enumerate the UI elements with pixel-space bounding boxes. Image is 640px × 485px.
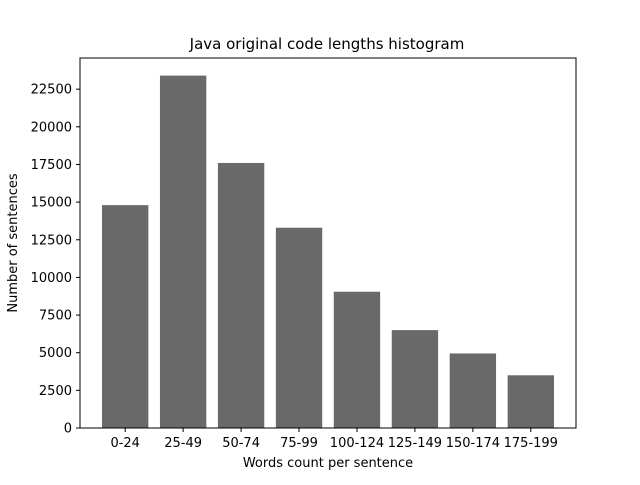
y-tick-label: 5000 [39,346,72,361]
bar-150-174 [449,353,497,428]
x-axis-ticks: 0-24 25-49 50-74 75-99 100-124 125-149 150-174… [110,428,558,451]
x-tick-label: 100-124 [330,436,384,451]
bar-50-74 [217,162,265,428]
x-tick-label: 25-49 [164,436,202,451]
y-tick-label: 15000 [31,196,72,211]
x-tick-label: 0-24 [110,436,140,451]
x-tick-label: 150-174 [446,436,500,451]
bar-0-24 [102,205,149,428]
y-tick-label: 20000 [31,120,72,135]
x-axis-label: Words count per sentence [243,456,413,471]
bar-75-99 [275,227,323,428]
x-tick-label: 175-199 [504,436,558,451]
y-tick-label: 2500 [39,384,72,399]
x-tick-label: 75-99 [280,436,318,451]
y-axis-ticks: 0 2500 5000 7500 10000 12500 15000 17500 20000 22… [31,83,80,437]
y-tick-label: 17500 [31,158,72,173]
bar-175-199 [507,375,554,428]
bar-100-124 [333,291,381,428]
y-tick-label: 0 [64,422,72,437]
plot-frame [79,57,577,429]
bars-group [102,75,554,429]
y-tick-label: 22500 [31,83,72,98]
bar-25-49 [159,75,207,429]
x-tick-label: 50-74 [222,436,260,451]
y-tick-label: 12500 [31,233,72,248]
y-tick-label: 10000 [31,271,72,286]
chart-title: Java original code lengths histogram [189,35,465,53]
y-axis-label: Number of sentences [6,173,21,313]
bar-125-149 [391,330,439,428]
x-tick-label: 125-149 [388,436,442,451]
y-tick-label: 7500 [39,309,72,324]
